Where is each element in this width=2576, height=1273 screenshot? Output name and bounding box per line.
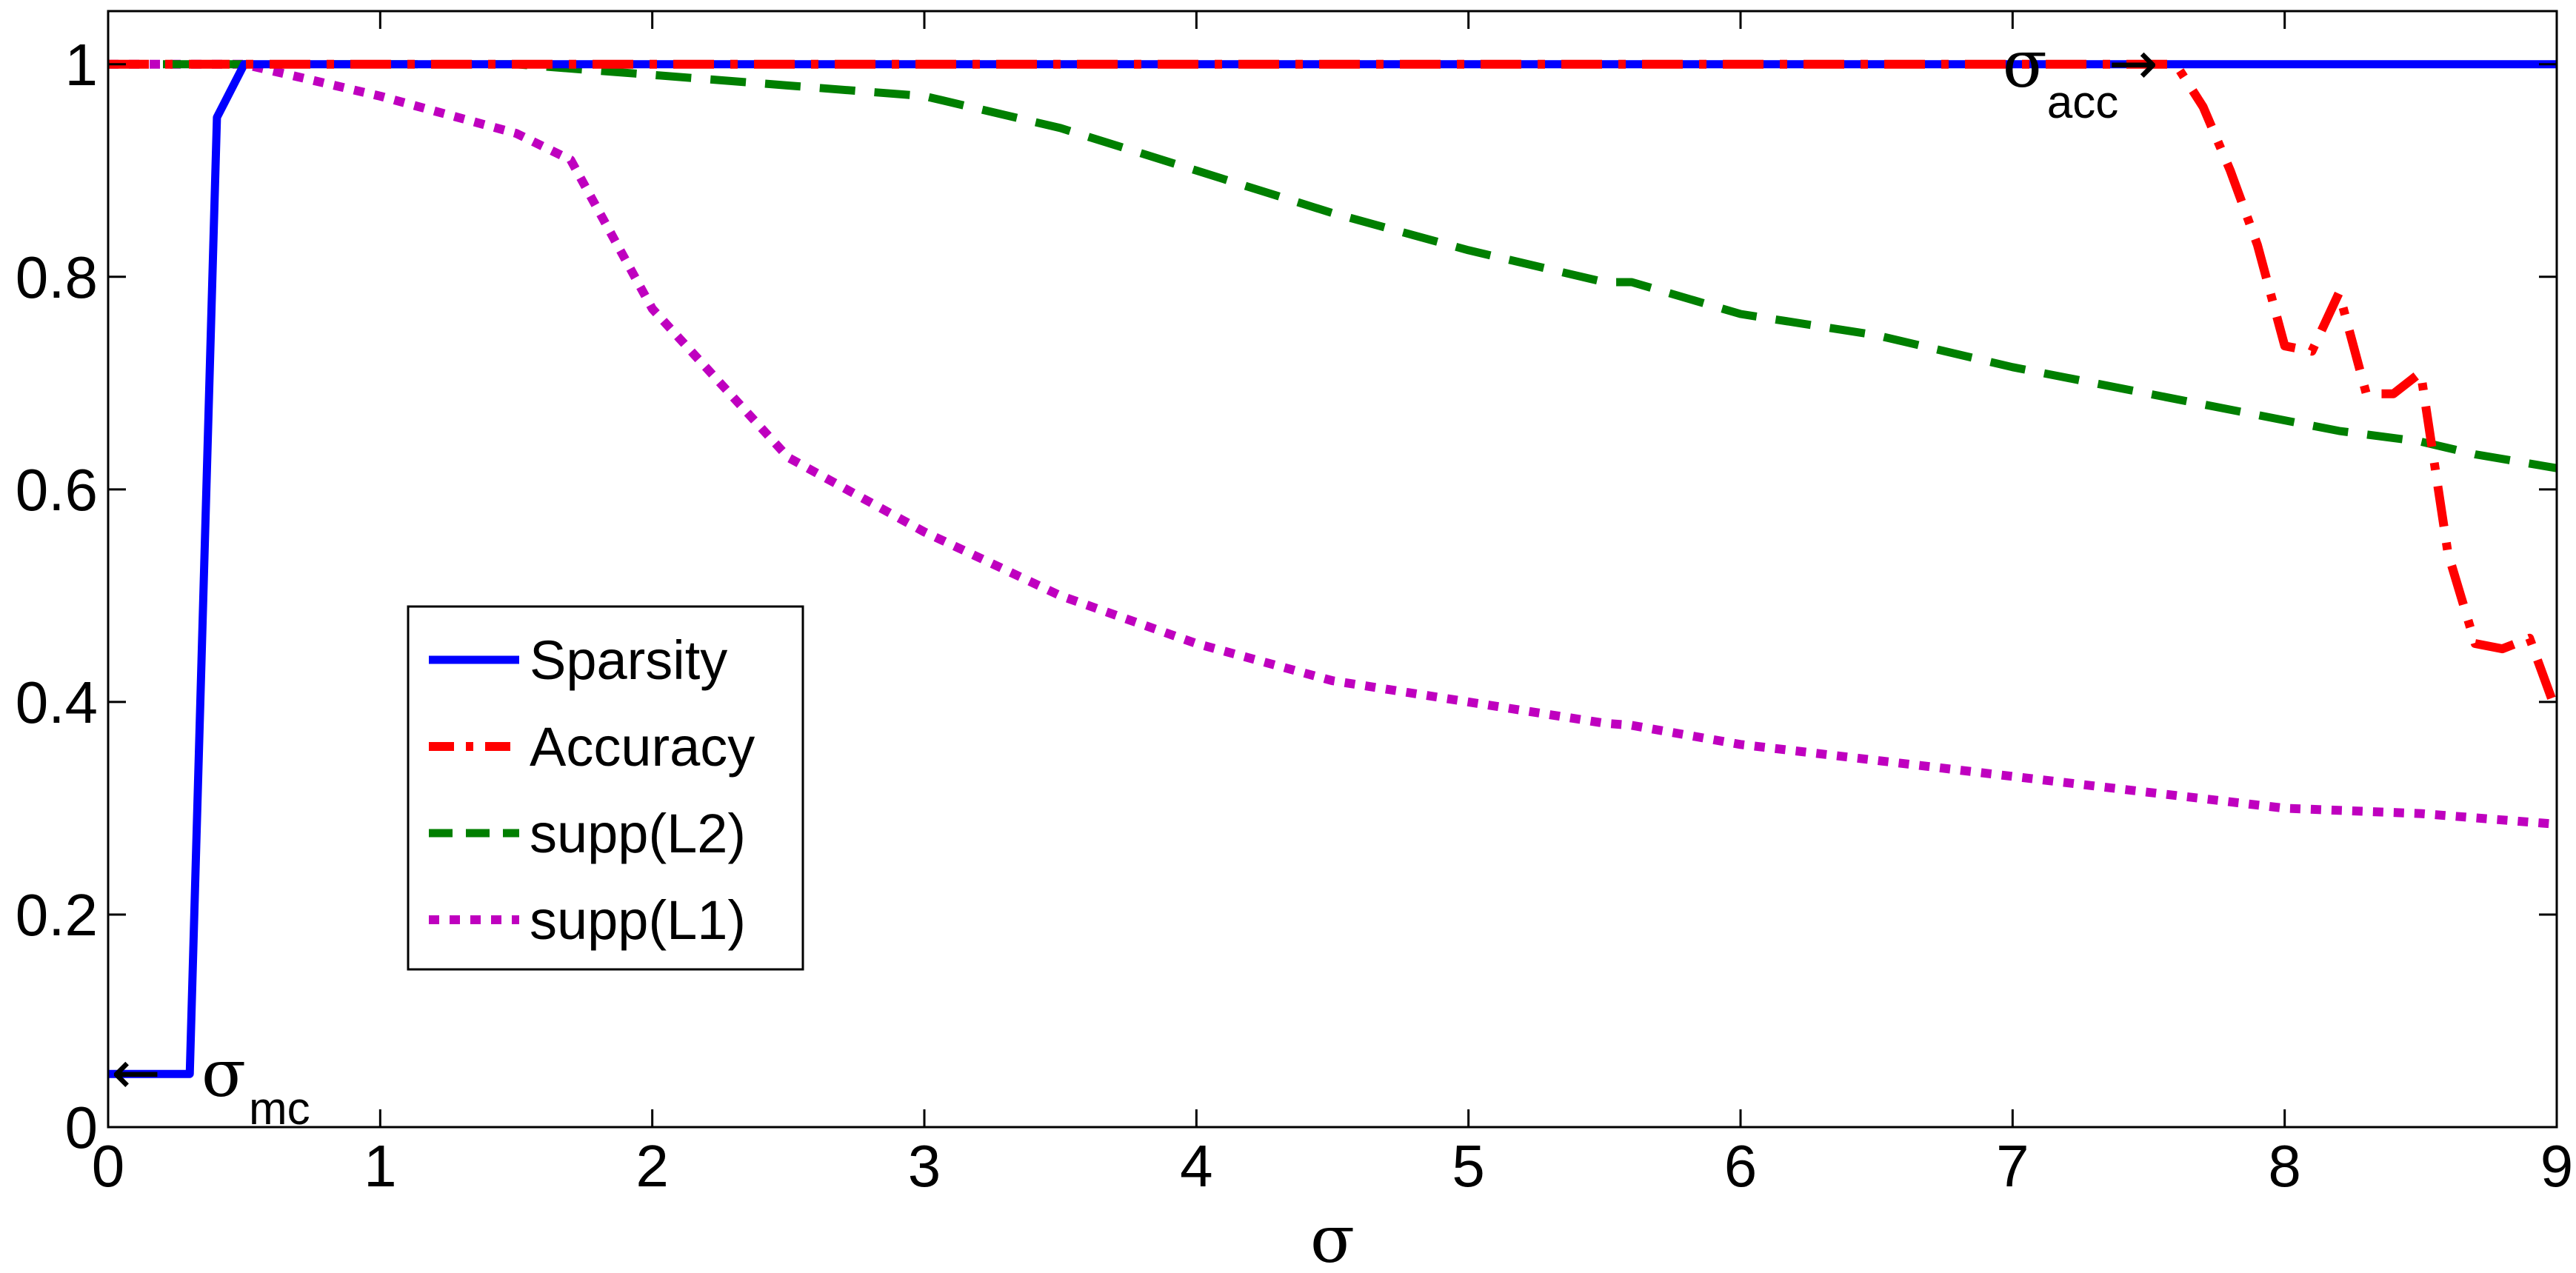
y-tick-label: 0.6 (16, 457, 98, 523)
x-axis-label: σ (1310, 1201, 1355, 1273)
y-tick-labels: 0 0.2 0.4 0.6 0.8 1 (16, 32, 98, 1160)
y-tick-label: 0.2 (16, 882, 98, 948)
x-tick-label: 8 (2268, 1133, 2301, 1199)
legend-box (407, 605, 804, 971)
y-tick-label: 0.4 (16, 669, 98, 735)
left-arrow-icon: ← (111, 1038, 161, 1107)
legend-label-supp-l2: supp(L2) (530, 803, 746, 864)
plot-area-frame (107, 10, 2558, 1129)
y-tick-label: 1 (65, 32, 99, 98)
x-tick-label: 2 (635, 1133, 669, 1199)
x-tick-label: 7 (1996, 1133, 2029, 1199)
annotation-sigma-mc: ← σ mc (111, 1035, 310, 1135)
annotation-subscript: mc (249, 1083, 310, 1135)
series-line-supp-l1 (108, 59, 2557, 829)
x-tick-label: 4 (1180, 1133, 1213, 1199)
series-line-accuracy (108, 59, 2561, 715)
x-tick-label: 5 (1452, 1133, 1485, 1199)
x-tick-label: 0 (92, 1133, 125, 1199)
legend-label-supp-l1: supp(L1) (530, 889, 746, 951)
x-tick-label: 1 (364, 1133, 397, 1199)
legend-label-accuracy: Accuracy (530, 716, 755, 778)
y-tick-label: 0 (65, 1095, 99, 1160)
legend-label-sparsity: Sparsity (530, 629, 727, 691)
x-tick-label: 6 (1724, 1133, 1758, 1199)
series-layer (108, 59, 2561, 1078)
y-tick-label: 0.8 (16, 244, 98, 310)
annotation-symbol: σ (2003, 26, 2047, 102)
axis-ticks (107, 11, 2558, 1129)
x-tick-label: 3 (908, 1133, 941, 1199)
legend: Sparsity Accuracy supp(L2) supp(L1) (407, 605, 804, 971)
x-tick-label: 9 (2540, 1133, 2574, 1199)
annotation-symbol: σ (201, 1035, 246, 1112)
right-arrow-icon: → (2109, 29, 2158, 98)
annotation-subscript: acc (2047, 77, 2118, 128)
series-line-supp-l2 (108, 60, 2557, 472)
x-tick-labels: 0 1 2 3 4 5 6 7 8 9 (92, 1133, 2574, 1199)
